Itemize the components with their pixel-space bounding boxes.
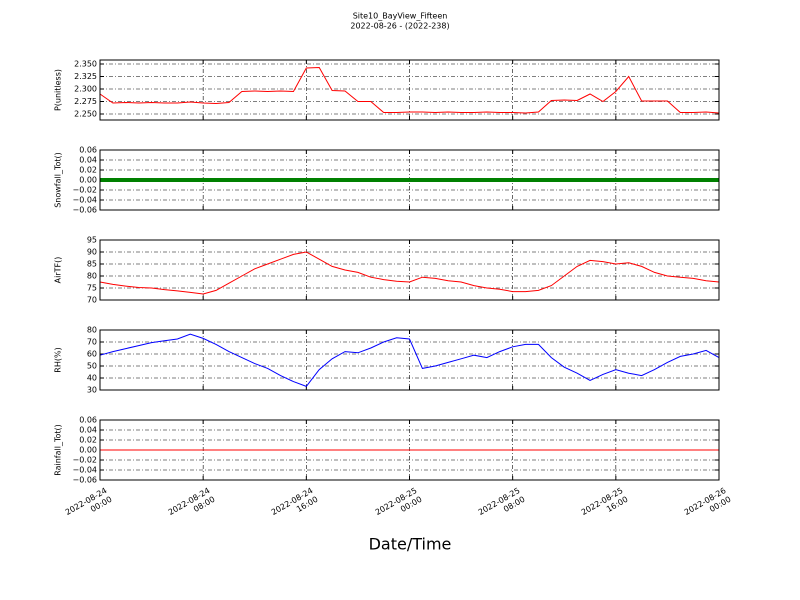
plot-frame	[99, 59, 720, 121]
y-tick-label: 2.350	[74, 60, 97, 69]
chart-title: Site10_BayView_Fifteen	[353, 12, 448, 21]
y-tick-label: 0.02	[79, 166, 97, 175]
y-tick-label: 30	[87, 386, 97, 395]
line-series	[99, 66, 720, 114]
plot-frame	[99, 239, 720, 301]
y-tick-label: −0.02	[72, 456, 97, 465]
plot-frame	[99, 149, 720, 211]
plot-frame	[99, 329, 720, 391]
y-axis-label: P(unitless)	[54, 69, 63, 111]
y-tick-label: 2.250	[74, 110, 97, 119]
y-tick-label: 80	[87, 326, 97, 335]
y-tick-label: 0.00	[79, 176, 97, 185]
y-tick-label: 75	[87, 284, 97, 293]
y-tick-label: 2.275	[74, 97, 97, 106]
y-tick-label: 80	[87, 272, 97, 281]
y-tick-label: 85	[87, 260, 97, 269]
y-tick-label: 70	[87, 338, 97, 347]
y-tick-label: −0.04	[72, 466, 97, 475]
y-tick-label: 70	[87, 296, 97, 305]
y-tick-label: −0.06	[72, 206, 97, 215]
plot-frame	[99, 419, 720, 481]
y-axis-label: RH(%)	[54, 347, 63, 372]
line-series	[99, 333, 720, 387]
y-tick-label: 0.04	[79, 426, 97, 435]
line-series	[99, 251, 720, 295]
y-tick-label: 0.04	[79, 156, 97, 165]
y-tick-label: 2.300	[74, 85, 97, 94]
y-axis-label: AirTF()	[54, 257, 63, 284]
y-tick-label: −0.04	[72, 196, 97, 205]
y-tick-label: 90	[87, 248, 97, 257]
chart-subtitle: 2022-08-26 - (2022-238)	[350, 22, 449, 31]
y-axis-label: Rainfall_Tot()	[54, 424, 63, 476]
y-tick-label: 50	[87, 362, 97, 371]
y-tick-label: −0.02	[72, 186, 97, 195]
x-axis-label: Date/Time	[369, 535, 452, 554]
y-tick-label: 60	[87, 350, 97, 359]
y-tick-label: 0.00	[79, 446, 97, 455]
y-tick-label: −0.06	[72, 476, 97, 485]
y-tick-label: 0.02	[79, 436, 97, 445]
y-tick-label: 95	[87, 236, 97, 245]
y-tick-label: 40	[87, 374, 97, 383]
y-tick-label: 0.06	[79, 416, 97, 425]
y-tick-label: 0.06	[79, 146, 97, 155]
y-tick-label: 2.325	[74, 72, 97, 81]
y-axis-label: Snowfall_Tot()	[54, 152, 63, 208]
